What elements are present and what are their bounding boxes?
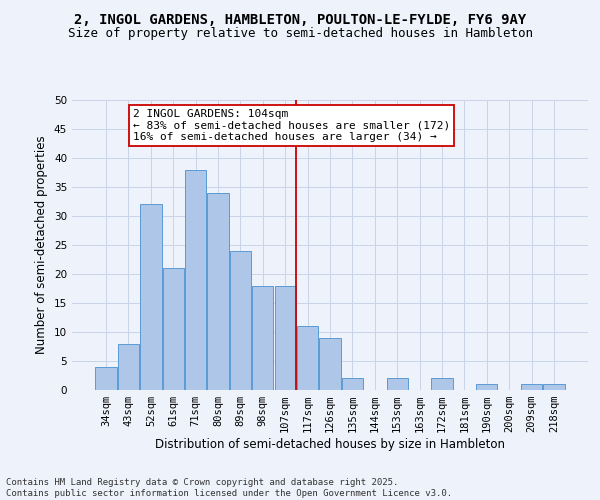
- Bar: [185, 170, 206, 390]
- Bar: [297, 326, 318, 390]
- X-axis label: Distribution of semi-detached houses by size in Hambleton: Distribution of semi-detached houses by …: [155, 438, 505, 451]
- Text: 2 INGOL GARDENS: 104sqm
← 83% of semi-detached houses are smaller (172)
16% of s: 2 INGOL GARDENS: 104sqm ← 83% of semi-de…: [133, 108, 450, 142]
- Bar: [275, 286, 296, 390]
- Bar: [319, 338, 341, 390]
- Bar: [543, 384, 565, 390]
- Bar: [140, 204, 161, 390]
- Text: Contains HM Land Registry data © Crown copyright and database right 2025.
Contai: Contains HM Land Registry data © Crown c…: [6, 478, 452, 498]
- Bar: [476, 384, 497, 390]
- Text: 2, INGOL GARDENS, HAMBLETON, POULTON-LE-FYLDE, FY6 9AY: 2, INGOL GARDENS, HAMBLETON, POULTON-LE-…: [74, 12, 526, 26]
- Bar: [342, 378, 363, 390]
- Y-axis label: Number of semi-detached properties: Number of semi-detached properties: [35, 136, 49, 354]
- Bar: [431, 378, 452, 390]
- Bar: [163, 268, 184, 390]
- Bar: [95, 367, 117, 390]
- Text: Size of property relative to semi-detached houses in Hambleton: Size of property relative to semi-detach…: [67, 28, 533, 40]
- Bar: [521, 384, 542, 390]
- Bar: [386, 378, 408, 390]
- Bar: [118, 344, 139, 390]
- Bar: [208, 193, 229, 390]
- Bar: [252, 286, 274, 390]
- Bar: [230, 251, 251, 390]
